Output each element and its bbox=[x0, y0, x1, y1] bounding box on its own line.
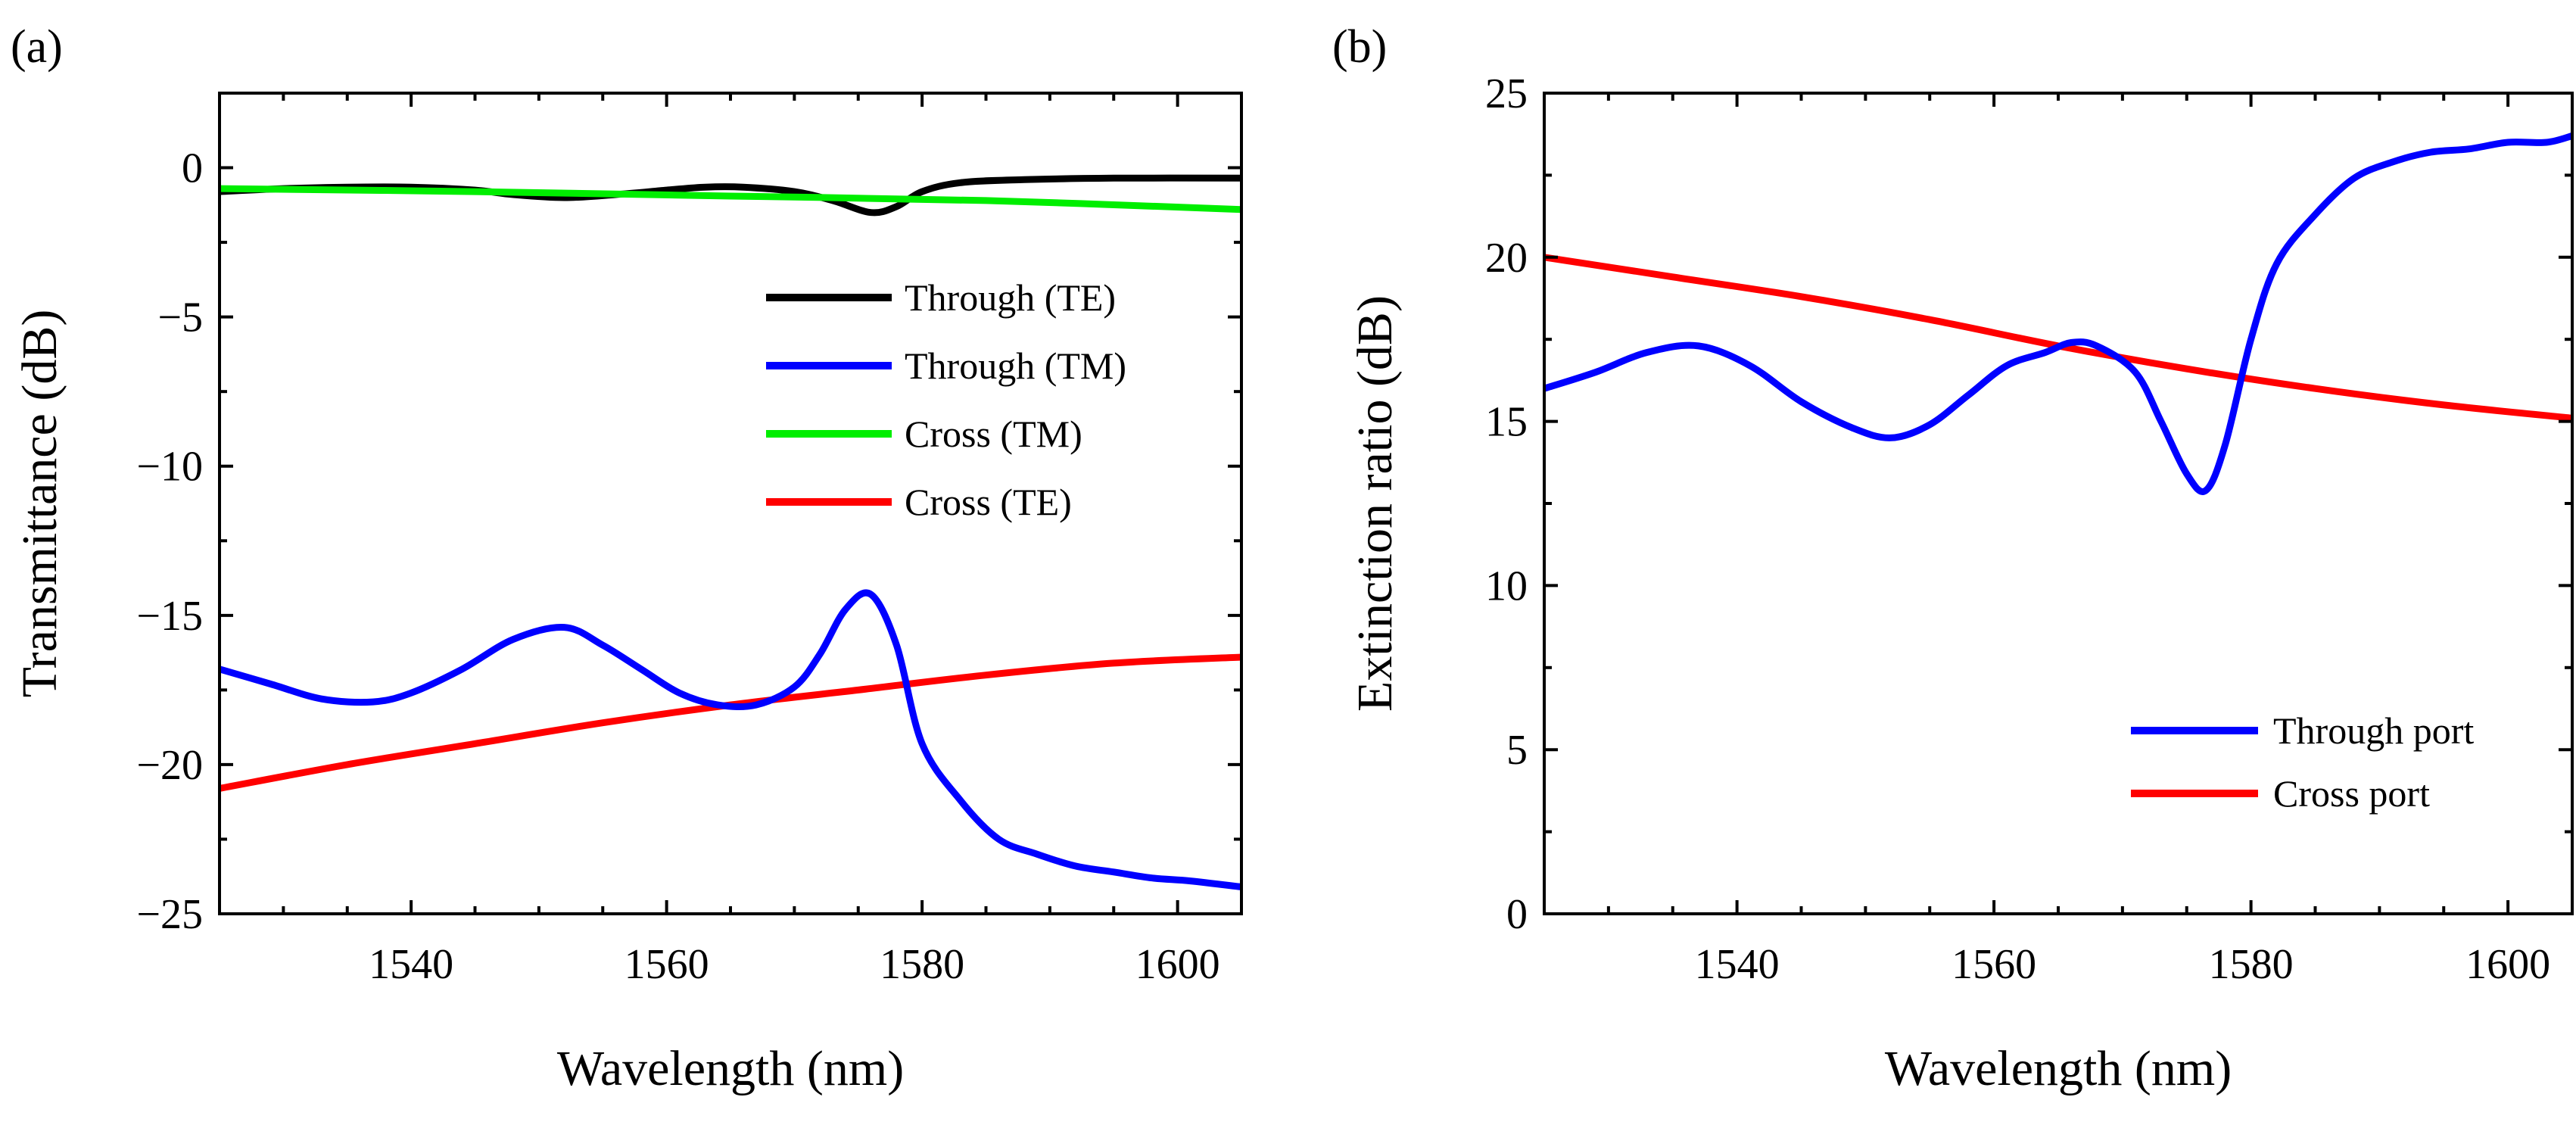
x-tick-label: 1560 bbox=[1951, 941, 2036, 988]
series-line-cross-tm bbox=[220, 185, 1241, 213]
y-tick-label: 15 bbox=[1485, 399, 1528, 446]
panel-a: 1540 1560 1580 1600 0 −5 −10 −15 −20 −25 Wavelengt… bbox=[11, 21, 1243, 1096]
panel-label: (a) bbox=[11, 21, 63, 73]
legend-label: Cross (TM) bbox=[905, 413, 1082, 455]
series-group bbox=[1544, 132, 2572, 495]
series-group bbox=[220, 174, 1241, 890]
x-axis-title: Wavelength (nm) bbox=[557, 1041, 904, 1096]
x-tick-label: 1540 bbox=[369, 941, 453, 988]
x-tick-label: 1580 bbox=[880, 941, 964, 988]
y-axis-title: Transmittance (dB) bbox=[12, 310, 67, 698]
y-tick-label: 5 bbox=[1506, 727, 1528, 774]
y-tick-label: 25 bbox=[1485, 70, 1528, 117]
panel-b: 1540 1560 1580 1600 0 5 10 15 20 25 Wavelength (nm… bbox=[1332, 21, 2574, 1096]
x-tick-label: 1600 bbox=[2465, 941, 2550, 988]
legend-label: Through (TE) bbox=[905, 276, 1116, 319]
x-tick-label: 1560 bbox=[625, 941, 709, 988]
legend: Through (TE) Through (TM) Cross (TM) Cross … bbox=[766, 276, 1126, 523]
plot-frame bbox=[218, 92, 1243, 915]
y-tick-label: −15 bbox=[136, 593, 203, 640]
series-line-through-tm bbox=[220, 589, 1241, 890]
legend: Through port Cross port bbox=[2131, 709, 2474, 815]
y-axis-title: Extinction ratio (dB) bbox=[1347, 295, 1403, 712]
legend-label: Through (TM) bbox=[905, 344, 1126, 387]
y-tick-label: 20 bbox=[1485, 235, 1528, 282]
y-tick-label: −5 bbox=[157, 295, 203, 341]
y-tick-label: −10 bbox=[136, 444, 203, 491]
series-line-cross-te bbox=[220, 653, 1241, 792]
y-tick-label: 0 bbox=[1506, 891, 1528, 938]
y-tick-label: 0 bbox=[182, 145, 203, 192]
panel-label: (b) bbox=[1332, 21, 1387, 73]
series-line-cross-port bbox=[1544, 254, 2572, 422]
legend-label: Through port bbox=[2273, 709, 2474, 752]
legend-label: Cross port bbox=[2273, 772, 2430, 815]
y-tick-label: 10 bbox=[1485, 563, 1528, 609]
x-tick-label: 1540 bbox=[1695, 941, 1780, 988]
legend-label: Cross (TE) bbox=[905, 481, 1072, 523]
y-tick-label: −20 bbox=[136, 742, 203, 789]
series-line-through-te bbox=[220, 174, 1241, 217]
y-tick-label: −25 bbox=[136, 891, 203, 938]
x-axis-title: Wavelength (nm) bbox=[1885, 1041, 2232, 1096]
x-tick-label: 1580 bbox=[2209, 941, 2294, 988]
series-line-through-port bbox=[1544, 132, 2572, 495]
x-tick-label: 1600 bbox=[1135, 941, 1220, 988]
